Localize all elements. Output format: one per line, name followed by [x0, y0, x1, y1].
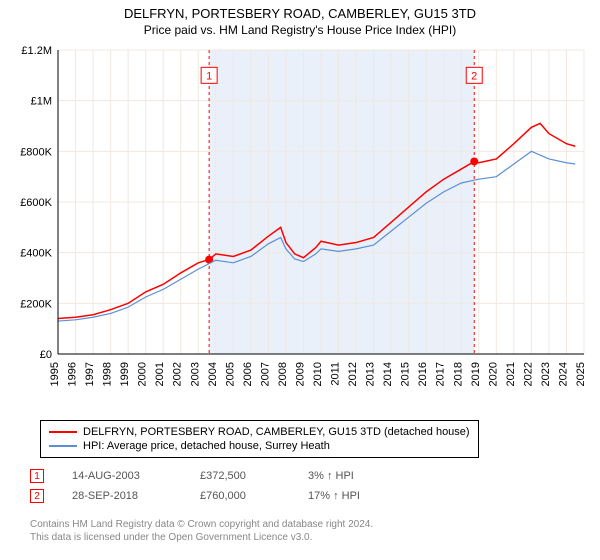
chart-title: DELFRYN, PORTESBERY ROAD, CAMBERLEY, GU1… [0, 6, 600, 21]
legend-label: HPI: Average price, detached house, Surr… [83, 440, 330, 452]
svg-text:2012: 2012 [347, 362, 359, 386]
legend-label: DELFRYN, PORTESBERY ROAD, CAMBERLEY, GU1… [83, 426, 470, 438]
chart-subtitle: Price paid vs. HM Land Registry's House … [0, 23, 600, 37]
svg-text:2003: 2003 [189, 362, 201, 386]
transaction-price: £372,500 [200, 470, 280, 482]
svg-text:2006: 2006 [242, 362, 254, 386]
footer-line: This data is licensed under the Open Gov… [30, 531, 373, 544]
legend-item: HPI: Average price, detached house, Surr… [49, 439, 470, 453]
transaction-delta: 3% ↑ HPI [308, 470, 354, 482]
svg-text:2018: 2018 [452, 362, 464, 386]
svg-text:1998: 1998 [102, 362, 114, 386]
svg-text:2010: 2010 [312, 362, 324, 386]
transaction-date: 14-AUG-2003 [72, 470, 172, 482]
title-block: DELFRYN, PORTESBERY ROAD, CAMBERLEY, GU1… [0, 0, 600, 37]
svg-text:2024: 2024 [557, 362, 569, 386]
svg-text:2: 2 [471, 70, 477, 82]
svg-text:2011: 2011 [330, 362, 342, 386]
chart-svg: £0 £200K £400K £600K £800K £1M £1.2M 1995 1996 19… [8, 44, 592, 414]
table-row: 1 14-AUG-2003 £372,500 3% ↑ HPI [30, 466, 360, 486]
marker-badge: 1 [30, 469, 44, 483]
svg-text:£400K: £400K [20, 248, 52, 260]
svg-text:2019: 2019 [470, 362, 482, 386]
chart-container: DELFRYN, PORTESBERY ROAD, CAMBERLEY, GU1… [0, 0, 600, 560]
svg-text:2023: 2023 [540, 362, 552, 386]
svg-text:2002: 2002 [172, 362, 184, 386]
svg-text:2007: 2007 [259, 362, 271, 386]
svg-text:2004: 2004 [207, 362, 219, 386]
svg-text:2013: 2013 [365, 362, 377, 386]
svg-text:£600K: £600K [20, 197, 52, 209]
legend: DELFRYN, PORTESBERY ROAD, CAMBERLEY, GU1… [40, 420, 479, 458]
chart-area: £0 £200K £400K £600K £800K £1M £1.2M 1995 1996 19… [8, 44, 592, 414]
legend-swatch [49, 445, 77, 447]
svg-text:2016: 2016 [417, 362, 429, 386]
transaction-date: 28-SEP-2018 [72, 490, 172, 502]
svg-text:2025: 2025 [575, 362, 587, 386]
svg-text:£200K: £200K [20, 298, 52, 310]
footer-attribution: Contains HM Land Registry data © Crown c… [30, 518, 373, 544]
svg-text:1999: 1999 [119, 362, 131, 386]
marker-badge: 2 [30, 489, 44, 503]
svg-text:£800K: £800K [20, 146, 52, 158]
svg-text:£1M: £1M [31, 96, 52, 108]
transaction-table: 1 14-AUG-2003 £372,500 3% ↑ HPI 2 28-SEP… [30, 466, 360, 506]
svg-text:2022: 2022 [522, 362, 534, 386]
svg-text:2008: 2008 [277, 362, 289, 386]
footer-line: Contains HM Land Registry data © Crown c… [30, 518, 373, 531]
svg-text:2014: 2014 [382, 362, 394, 386]
legend-swatch [49, 431, 77, 433]
svg-text:2017: 2017 [435, 362, 447, 386]
svg-text:2005: 2005 [224, 362, 236, 386]
legend-item: DELFRYN, PORTESBERY ROAD, CAMBERLEY, GU1… [49, 425, 470, 439]
svg-text:2021: 2021 [505, 362, 517, 386]
svg-text:2001: 2001 [154, 362, 166, 386]
svg-text:2020: 2020 [487, 362, 499, 386]
svg-text:1995: 1995 [49, 362, 61, 386]
svg-text:2015: 2015 [400, 362, 412, 386]
svg-text:1: 1 [206, 70, 212, 82]
transaction-delta: 17% ↑ HPI [308, 490, 360, 502]
svg-text:2000: 2000 [137, 362, 149, 386]
svg-text:1997: 1997 [84, 362, 96, 386]
svg-text:£0: £0 [40, 349, 52, 361]
svg-text:2009: 2009 [294, 362, 306, 386]
svg-text:1996: 1996 [67, 362, 79, 386]
svg-text:£1.2M: £1.2M [21, 45, 52, 57]
transaction-price: £760,000 [200, 490, 280, 502]
table-row: 2 28-SEP-2018 £760,000 17% ↑ HPI [30, 486, 360, 506]
